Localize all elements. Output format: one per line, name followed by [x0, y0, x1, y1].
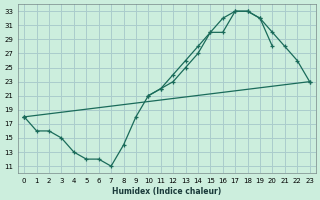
X-axis label: Humidex (Indice chaleur): Humidex (Indice chaleur): [112, 187, 221, 196]
